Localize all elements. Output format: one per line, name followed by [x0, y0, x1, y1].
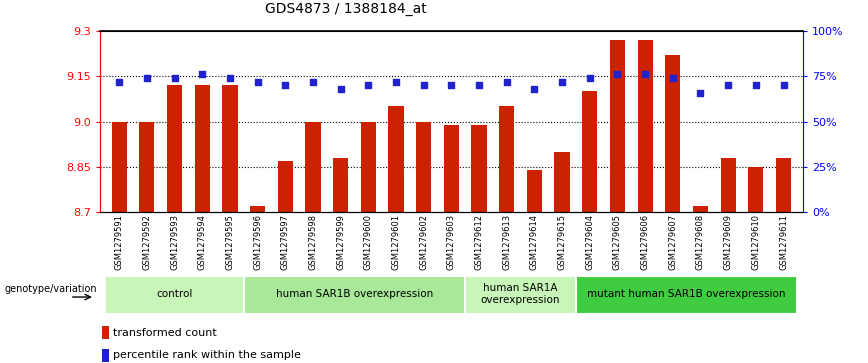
Bar — [250, 206, 266, 212]
Bar — [637, 40, 653, 212]
Point — [140, 75, 154, 81]
Point — [666, 75, 680, 81]
Text: human SAR1A
overexpression: human SAR1A overexpression — [481, 283, 561, 305]
Bar — [167, 85, 182, 212]
Bar — [582, 91, 597, 212]
FancyBboxPatch shape — [576, 276, 798, 314]
Bar — [665, 55, 681, 212]
Point — [749, 82, 763, 88]
Bar — [416, 122, 431, 212]
Bar — [610, 40, 625, 212]
Bar — [555, 152, 569, 212]
Point — [251, 79, 265, 85]
Bar — [306, 122, 320, 212]
FancyBboxPatch shape — [465, 276, 576, 314]
FancyBboxPatch shape — [244, 276, 465, 314]
Point — [638, 72, 652, 77]
Text: GDS4873 / 1388184_at: GDS4873 / 1388184_at — [265, 2, 427, 16]
Bar — [222, 85, 238, 212]
Point — [361, 82, 375, 88]
Bar — [388, 106, 404, 212]
Point — [694, 90, 707, 95]
Point — [582, 75, 596, 81]
Point — [472, 82, 486, 88]
Text: percentile rank within the sample: percentile rank within the sample — [113, 350, 301, 360]
Point — [168, 75, 181, 81]
Bar — [333, 158, 348, 212]
Bar — [527, 170, 542, 212]
Point — [112, 79, 126, 85]
Text: genotype/variation: genotype/variation — [5, 284, 97, 294]
Point — [528, 86, 542, 92]
Point — [500, 79, 514, 85]
Bar — [102, 326, 109, 339]
Point — [195, 72, 209, 77]
Point — [721, 82, 735, 88]
Point — [333, 86, 347, 92]
Bar — [139, 122, 155, 212]
Point — [306, 79, 320, 85]
Bar — [102, 349, 109, 362]
Bar — [278, 161, 293, 212]
Bar — [444, 125, 459, 212]
Text: control: control — [156, 289, 193, 299]
Bar — [693, 206, 708, 212]
Text: transformed count: transformed count — [113, 328, 217, 338]
Point — [417, 82, 431, 88]
Bar — [194, 85, 210, 212]
Bar — [471, 125, 487, 212]
FancyBboxPatch shape — [105, 276, 244, 314]
Point — [556, 79, 569, 85]
Text: human SAR1B overexpression: human SAR1B overexpression — [276, 289, 433, 299]
Bar — [499, 106, 515, 212]
Point — [777, 82, 791, 88]
Point — [389, 79, 403, 85]
Bar — [720, 158, 736, 212]
Bar — [112, 122, 127, 212]
Bar — [776, 158, 791, 212]
Bar — [361, 122, 376, 212]
Bar — [748, 167, 764, 212]
Point — [610, 72, 624, 77]
Point — [444, 82, 458, 88]
Point — [279, 82, 293, 88]
Point — [223, 75, 237, 81]
Text: mutant human SAR1B overexpression: mutant human SAR1B overexpression — [588, 289, 786, 299]
